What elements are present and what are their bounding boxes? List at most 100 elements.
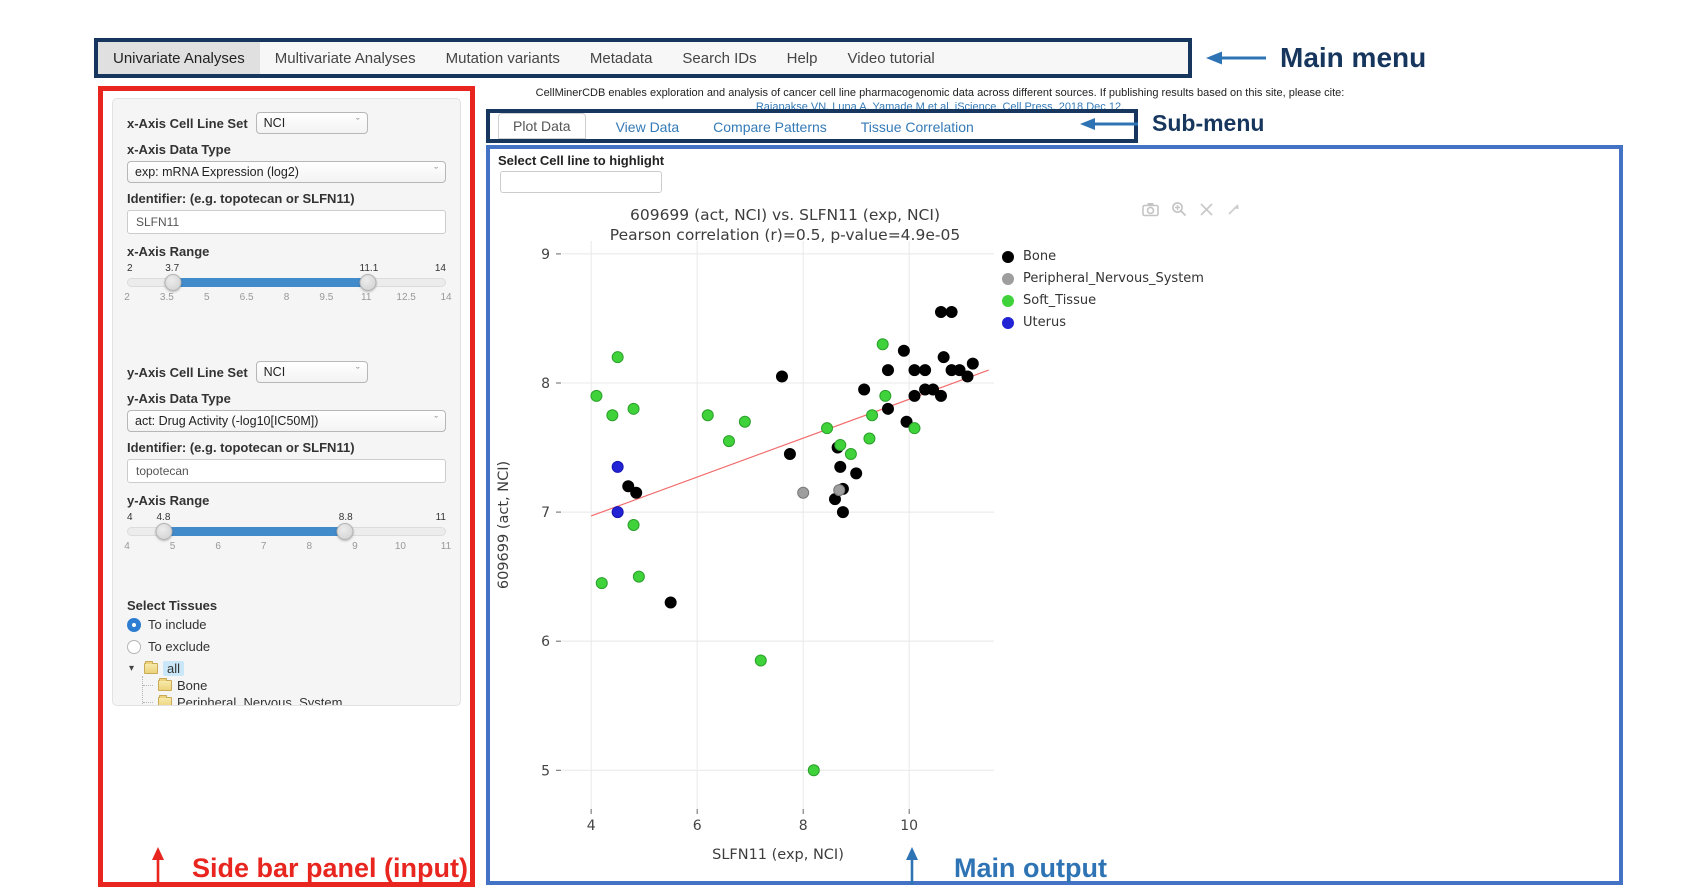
menu-item-search-ids[interactable]: Search IDs (682, 49, 757, 67)
main-output-box: Select Cell line to highlight 609699 (ac… (486, 145, 1623, 885)
x-axis-range-slider[interactable]: 2 3.7 11.1 14 2 3.5 5 6.5 8 9.5 11 12.5 14 (124, 263, 451, 309)
chevron-down-icon: ˇ (434, 415, 438, 427)
chevron-down-icon: ˇ (434, 166, 438, 178)
pan-icon[interactable] (1199, 202, 1214, 217)
legend-label: Soft_Tissue (1023, 293, 1097, 308)
folder-icon (158, 678, 172, 691)
slider-handle-low[interactable] (155, 523, 173, 540)
camera-icon[interactable] (1142, 202, 1159, 217)
slider-handle-low[interactable] (164, 274, 182, 291)
x-axis-cell-line-set-select[interactable]: NCI ˇ (255, 112, 368, 134)
chevron-down-icon: ˇ (355, 117, 360, 129)
data-point-bone (966, 357, 979, 370)
reset-axes-icon[interactable] (1226, 202, 1241, 217)
tree-item-peripheral-nervous-system[interactable]: Peripheral_Nervous_System (143, 695, 446, 705)
radio-option-to-exclude[interactable]: To exclude (127, 639, 446, 654)
data-point-soft-tissue (844, 448, 857, 460)
data-point-soft-tissue (821, 422, 834, 435)
x-tick-label: 10 (900, 818, 918, 834)
y-axis-cell-line-set-select[interactable]: NCI ˇ (255, 361, 368, 383)
zoom-in-icon[interactable] (1171, 201, 1187, 217)
radio-unselected-icon[interactable] (127, 639, 141, 654)
tree-item-bone[interactable]: Bone (143, 678, 446, 693)
data-point-bone (900, 415, 913, 428)
x-axis-identifier-input[interactable] (127, 210, 446, 234)
data-point-bone (881, 402, 894, 415)
menu-item-video-tutorial[interactable]: Video tutorial (847, 49, 935, 67)
slider-handle-high[interactable] (336, 523, 354, 540)
citation-text: CellMinerCDB enables exploration and ana… (535, 87, 1345, 99)
menu-item-multivariate-analyses[interactable]: Multivariate Analyses (274, 49, 416, 67)
data-point-bone (908, 364, 921, 377)
data-point-soft-tissue (834, 438, 847, 451)
slider-tick-label: 14 (440, 292, 452, 303)
legend-marker-icon (1002, 250, 1014, 263)
y-axis-cell-line-set-label: y-Axis Cell Line Set (127, 364, 248, 380)
tab-plot-data[interactable]: Plot Data (498, 113, 586, 139)
slider-track[interactable] (127, 274, 446, 291)
radio-selected-icon[interactable] (127, 617, 141, 632)
up-arrow-icon (152, 847, 164, 885)
data-point-bone (953, 364, 966, 377)
slider-tick-labels: 2 3.5 5 6.5 8 9.5 11 12.5 14 (124, 292, 451, 306)
data-point-soft-tissue (863, 432, 876, 445)
menu-item-metadata[interactable]: Metadata (589, 49, 653, 67)
legend-item-bone[interactable]: Bone (1002, 249, 1204, 264)
slider-handle-high[interactable] (359, 274, 377, 291)
slider-tick-label: 2 (124, 292, 130, 303)
highlight-cell-line-label: Select Cell line to highlight (498, 153, 665, 168)
legend-label: Bone (1023, 249, 1057, 264)
data-point-uterus (611, 506, 624, 519)
x-tick-label: 8 (799, 818, 808, 834)
scatter-plot[interactable]: 4 6 8 10 5 6 7 8 9 SLFN11 (exp, NCI) 609699 (act, … (492, 227, 1012, 875)
slider-tick-label: 9.5 (319, 292, 334, 303)
data-point-soft-tissue (738, 415, 751, 428)
sidebar-annotation: Side bar panel (input) (150, 845, 468, 887)
y-tick-label: 6 (541, 634, 550, 650)
slider-track[interactable] (127, 523, 446, 540)
tree-expander-icon[interactable]: ▾ (129, 663, 135, 674)
y-axis-data-type-value: act: Drug Activity (-log10[IC50M]) (135, 414, 319, 428)
legend-label: Uterus (1023, 315, 1066, 330)
legend-item-uterus[interactable]: Uterus (1002, 315, 1204, 330)
data-point-bone (881, 364, 894, 377)
legend-item-soft-tissue[interactable]: Soft_Tissue (1002, 293, 1204, 308)
left-arrow-icon (1206, 51, 1266, 65)
legend-item-peripheral-nervous-system[interactable]: Peripheral_Nervous_System (1002, 271, 1204, 286)
folder-icon (158, 695, 172, 705)
menu-item-univariate-analyses[interactable]: Univariate Analyses (98, 42, 260, 74)
slider-tick-labels: 4 5 6 7 8 9 10 11 (124, 541, 451, 555)
data-point-soft-tissue (611, 351, 624, 364)
tab-tissue-correlation[interactable]: Tissue Correlation (860, 119, 974, 135)
tree-children: BonePeripheral_Nervous_SystemSoft_Tissue… (142, 676, 446, 705)
slider-tick-label: 4 (124, 541, 130, 552)
plot-title-line1: 609699 (act, NCI) vs. SLFN11 (exp, NCI) (629, 206, 940, 224)
y-axis-range-slider[interactable]: 4 4.8 8.8 11 4 5 6 7 8 9 10 11 (124, 512, 451, 558)
tissue-include-tree: ▾allBonePeripheral_Nervous_SystemSoft_Ti… (129, 661, 446, 705)
data-point-bone (961, 370, 974, 383)
slider-tick-label: 10 (394, 541, 406, 552)
tree-root-all[interactable]: ▾ all (129, 661, 446, 676)
data-point-peripheral-nervous-system (797, 486, 810, 499)
menu-item-help[interactable]: Help (786, 49, 818, 67)
tab-compare-patterns[interactable]: Compare Patterns (713, 119, 827, 135)
slider-tick-label: 3.5 (159, 292, 174, 303)
menu-item-mutation-variants[interactable]: Mutation variants (445, 49, 560, 67)
data-point-soft-tissue (595, 577, 608, 590)
slider-tick-label: 8 (306, 541, 313, 552)
slider-tick-label: 6.5 (239, 292, 254, 303)
x-tick-label: 6 (693, 818, 702, 834)
y-axis-data-type-select[interactable]: act: Drug Activity (-log10[IC50M]) ˇ (127, 410, 446, 432)
main-output-annotation-label: Main output (954, 853, 1107, 883)
data-point-soft-tissue (606, 409, 619, 422)
data-point-bone (908, 389, 921, 402)
cell-line-highlight-input[interactable] (500, 171, 662, 193)
radio-option-to-include[interactable]: To include (127, 617, 446, 632)
x-axis-cell-line-set-label: x-Axis Cell Line Set (127, 115, 248, 131)
tab-view-data[interactable]: View Data (615, 119, 680, 135)
data-point-bone (919, 364, 932, 377)
x-axis-data-type-select[interactable]: exp: mRNA Expression (log2) ˇ (127, 161, 446, 183)
slider-tick-label: 5 (169, 541, 176, 552)
main-menu-box: Univariate Analyses Multivariate Analyses… (94, 38, 1192, 78)
y-axis-identifier-input[interactable] (127, 459, 446, 483)
